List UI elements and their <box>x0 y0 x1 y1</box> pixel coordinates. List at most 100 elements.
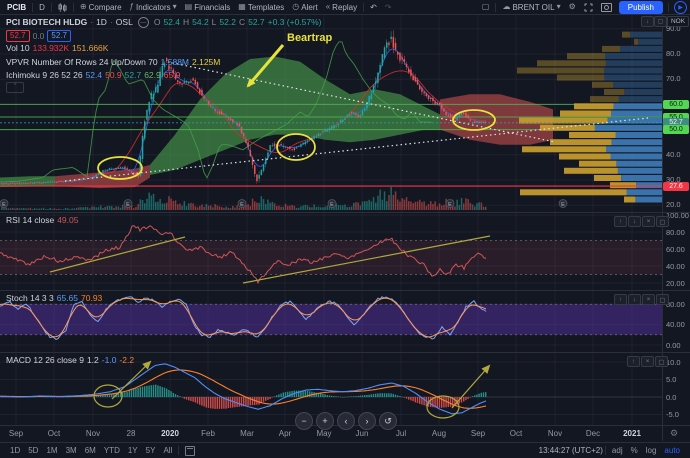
svg-text:E: E <box>330 202 334 208</box>
zoom-out-button[interactable]: − <box>295 412 313 430</box>
time-axis-label: Dec <box>585 429 601 438</box>
compare-label: Compare <box>88 2 122 12</box>
volume-value-2: 151.666K <box>72 43 109 53</box>
divider <box>50 2 52 12</box>
stoch-d-value: 70.93 <box>81 293 103 303</box>
stoch-legend[interactable]: Stoch 14 3 3 65.65 70.93 <box>6 294 102 303</box>
high-range-badge: 52.7 <box>47 30 71 42</box>
divider <box>72 2 74 12</box>
ichimoku-value: 62.9 <box>144 70 161 80</box>
currency-label[interactable]: NOK <box>667 16 689 27</box>
macd-line-value: -1.0 <box>101 355 117 365</box>
range-button-5y[interactable]: 5Y <box>145 446 156 455</box>
interval-button[interactable]: D <box>39 2 45 12</box>
separator-dot: · <box>90 17 94 28</box>
fullscreen-button[interactable] <box>580 3 597 12</box>
rsi-label: RSI 14 close <box>6 215 55 225</box>
redo-button[interactable]: ↷ <box>381 3 396 12</box>
range-button-ytd[interactable]: YTD <box>103 446 120 455</box>
settings-button[interactable]: ⚙ <box>565 3 580 11</box>
financials-button[interactable]: ▤ Financials <box>181 3 235 12</box>
pane-control-button[interactable]: ▢ <box>655 356 668 367</box>
indicators-button[interactable]: ƒ Indicators ▾ <box>126 3 181 12</box>
separator-dot: · <box>109 17 113 28</box>
reset-chart-button[interactable]: ↺ <box>379 412 397 430</box>
pane-control-button[interactable]: × <box>641 356 654 367</box>
scale-mode-adj[interactable]: adj <box>611 446 623 455</box>
range-button-6m[interactable]: 6M <box>84 446 96 455</box>
time-axis-label: Oct <box>47 429 61 438</box>
macd-legend[interactable]: MACD 12 26 close 9 1.2 -1.0 -2.2 <box>6 356 134 365</box>
collapse-legend-button[interactable]: ˆ <box>6 82 24 93</box>
replay-button[interactable]: « Replay <box>322 3 361 12</box>
beartrap-annotation[interactable]: Beartrap <box>287 32 333 44</box>
symbol-search-button[interactable]: PCIB <box>7 2 27 12</box>
volume-legend[interactable]: Vol 10 133.932K 151.666K <box>6 44 108 53</box>
bottom-toolbar: 1D 5D 1M 3M 6M YTD 1Y 5Y All 13:44:27 (UTC+2) ad… <box>0 442 690 458</box>
pane-control-button[interactable]: ↑ <box>627 356 640 367</box>
calendar-icon[interactable] <box>185 445 196 456</box>
rsi-axis-label: 20.00 <box>666 278 685 288</box>
layout-button[interactable]: ▢ <box>478 3 494 11</box>
scroll-left-button[interactable]: ‹ <box>337 412 355 430</box>
zoom-in-button[interactable]: + <box>316 412 334 430</box>
vpvr-up-value: 1.588M <box>160 56 190 67</box>
vpvr-legend[interactable]: VPVR Number Of Rows 24 Up/Down 70 1.588M… <box>6 56 220 67</box>
range-buttons: 1D 5D 1M 3M 6M YTD 1Y 5Y All <box>6 446 176 455</box>
range-button-1y[interactable]: 1Y <box>127 446 138 455</box>
price-level-badge: 60.0 <box>663 99 689 109</box>
ohlc-value: 54.2 <box>192 17 209 28</box>
undo-button[interactable]: ↶ <box>366 3 381 12</box>
time-axis-label: 2020 <box>161 429 179 438</box>
pane-control-button[interactable]: × <box>642 216 655 227</box>
low-range-badge: 52.7 <box>6 30 30 42</box>
pane-control-button[interactable]: ↓ <box>628 216 641 227</box>
scroll-right-button[interactable]: › <box>358 412 376 430</box>
hide-series-icon[interactable]: — <box>137 17 149 28</box>
range-button-3m[interactable]: 3M <box>65 446 77 455</box>
pane-control-button[interactable]: ↑ <box>614 216 627 227</box>
snapshot-button[interactable] <box>597 2 616 12</box>
pane-control-button[interactable]: ↓ <box>628 294 641 305</box>
pane-control-button[interactable]: ▢ <box>656 216 669 227</box>
divider <box>363 2 365 12</box>
axis-settings-gear-icon[interactable]: ⚙ <box>670 428 679 438</box>
play-button[interactable]: ▶ <box>674 0 687 14</box>
rsi-legend[interactable]: RSI 14 close 49.05 <box>6 216 78 225</box>
range-button-all[interactable]: All <box>163 446 173 455</box>
templates-button[interactable]: ▦ Templates <box>234 3 288 12</box>
clock-readout[interactable]: 13:44:27 (UTC+2) <box>538 446 603 455</box>
templates-icon: ▦ <box>238 2 246 11</box>
restore-chart-button[interactable]: ▢ <box>654 16 667 27</box>
toolbar-right-group: ▢ ☁ BRENT OIL ▾ ⚙ Publish ▶ <box>478 0 687 14</box>
scale-mode-%[interactable]: % <box>630 446 638 455</box>
rsi-pane-controls: ↑ ↓ × ▢ <box>614 216 669 227</box>
range-button-1d[interactable]: 1D <box>10 446 21 455</box>
time-axis-label: Mar <box>240 429 254 438</box>
range-labels-row: 52.7 0.0 52.7 <box>6 30 71 42</box>
chart-style-button[interactable] <box>54 2 71 12</box>
pane-control-button[interactable]: ↑ <box>614 294 627 305</box>
symbol-interval[interactable]: 1D <box>96 17 107 28</box>
rsi-value: 49.05 <box>57 215 79 225</box>
symbol-title[interactable]: PCI BIOTECH HLDG <box>6 17 88 28</box>
scale-mode-auto[interactable]: auto <box>664 446 680 455</box>
pane-control-button[interactable]: × <box>642 294 655 305</box>
templates-label: Templates <box>247 2 285 12</box>
alert-button[interactable]: ◷ Alert <box>288 3 321 12</box>
pane-control-button[interactable]: ▢ <box>656 294 669 305</box>
layout-icon: ▢ <box>481 2 490 11</box>
price-level-badge: 27.6 <box>663 181 689 191</box>
scroll-to-recent-button[interactable]: ↓ <box>641 16 654 27</box>
ichimoku-legend[interactable]: Ichimoku 9 26 52 26 52.4 50.9 52.7 62.9 65.9 <box>6 71 180 80</box>
redo-icon: ↷ <box>384 2 392 12</box>
scale-mode-log[interactable]: log <box>645 446 657 455</box>
publish-button[interactable]: Publish <box>618 0 663 14</box>
chevron-down-icon: ▾ <box>556 2 561 11</box>
range-button-1m[interactable]: 1M <box>46 446 58 455</box>
cloud-save-button[interactable]: ☁ BRENT OIL ▾ <box>498 3 564 12</box>
time-axis-label: Jun <box>355 429 369 438</box>
range-button-5d[interactable]: 5D <box>28 446 39 455</box>
compare-button[interactable]: ⊕ Compare <box>76 3 126 12</box>
